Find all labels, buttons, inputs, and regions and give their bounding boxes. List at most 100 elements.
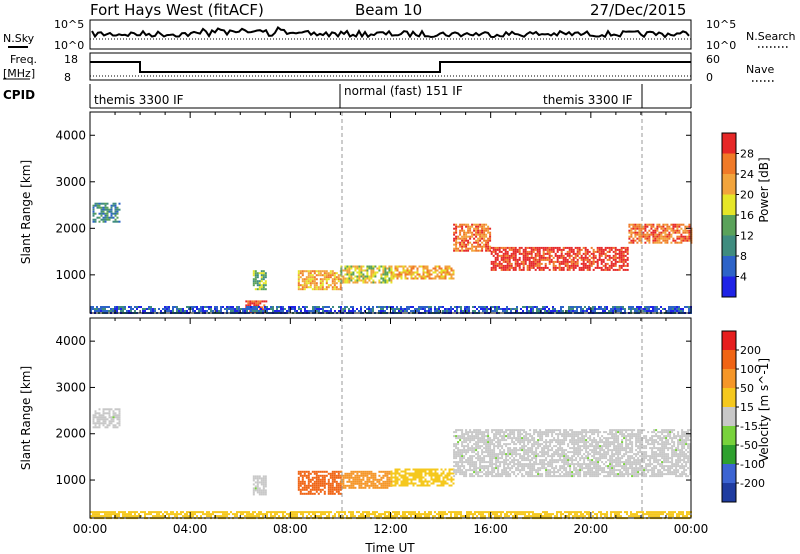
velocity-echo-cell: [356, 470, 359, 473]
velocity-echo-cell: [262, 481, 265, 484]
velocity-echo-cell: [323, 482, 326, 485]
velocity-echo-cell: [495, 429, 498, 432]
velocity-echo-cell: [487, 475, 490, 478]
velocity-echo-cell: [321, 482, 324, 485]
velocity-echo-cell: [374, 484, 377, 487]
power-echo-cell: [110, 206, 113, 209]
velocity-echo-cell: [599, 447, 602, 450]
velocity-echo-cell: [362, 472, 365, 475]
velocity-echo-cell: [96, 420, 99, 423]
power-echo-cell: [644, 223, 647, 226]
power-echo-cell: [392, 273, 395, 276]
power-echo-cell: [368, 265, 371, 268]
power-echo-cell: [313, 288, 316, 291]
velocity-echo-cell: [503, 453, 506, 456]
velocity-echo-cell: [625, 459, 628, 462]
velocity-echo-cell: [457, 461, 460, 464]
velocity-echo-cell: [621, 445, 624, 448]
velocity-echo-cell: [563, 439, 566, 442]
velocity-echo-cell: [585, 441, 588, 444]
power-echo-cell: [632, 306, 634, 308]
velocity-echo-cell: [467, 463, 470, 466]
velocity-echo-cell: [104, 422, 107, 425]
velocity-echo-cell: [559, 431, 562, 434]
power-echo-cell: [327, 274, 330, 277]
power-echo-cell: [120, 310, 122, 312]
velocity-echo-cell: [396, 470, 399, 473]
velocity-echo-cell: [497, 469, 500, 472]
velocity-echo-cell: [585, 443, 588, 446]
power-y-tick-label: 1000: [55, 268, 86, 282]
velocity-echo-cell: [541, 453, 544, 456]
power-echo-cell: [628, 306, 630, 308]
power-echo-cell: [518, 262, 521, 265]
velocity-echo-cell: [593, 467, 596, 470]
velocity-echo-cell: [428, 484, 431, 487]
power-echo-cell: [344, 269, 347, 272]
velocity-echo-cell: [545, 467, 548, 470]
power-echo-cell: [436, 265, 439, 268]
power-echo-cell: [178, 308, 180, 310]
power-echo-cell: [614, 246, 617, 249]
power-echo-cell: [485, 243, 488, 246]
power-echo-cell: [684, 229, 687, 232]
velocity-echo-cell: [453, 461, 456, 464]
velocity-echo-cell: [609, 443, 612, 446]
velocity-echo-cell: [607, 467, 610, 470]
velocity-echo-cell: [555, 465, 558, 468]
velocity-echo-cell: [579, 439, 582, 442]
power-echo-cell: [244, 308, 246, 310]
velocity-echo-cell: [453, 455, 456, 458]
power-echo-cell: [118, 306, 120, 308]
power-echo-cell: [331, 282, 334, 285]
velocity-echo-cell: [356, 480, 359, 483]
velocity-echo-cell: [533, 437, 536, 440]
power-echo-cell: [640, 231, 643, 234]
power-echo-cell: [442, 271, 445, 274]
velocity-echo-cell: [529, 465, 532, 468]
power-echo-cell: [552, 246, 555, 249]
power-echo-cell: [426, 271, 429, 274]
velocity-echo-cell: [485, 441, 488, 444]
power-echo-cell: [406, 271, 409, 274]
velocity-echo-cell: [587, 431, 590, 434]
velocity-echo-cell: [597, 465, 600, 468]
velocity-echo-cell: [463, 475, 466, 478]
velocity-echo-cell: [551, 447, 554, 450]
power-echo-cell: [216, 306, 218, 308]
power-echo-cell: [512, 254, 515, 257]
power-echo-cell: [264, 284, 267, 287]
velocity-echo-cell: [418, 476, 421, 479]
power-echo-cell: [664, 229, 667, 232]
power-echo-cell: [340, 281, 343, 284]
velocity-echo-cell: [358, 474, 361, 477]
velocity-echo-cell: [567, 457, 570, 460]
power-echo-cell: [520, 268, 523, 271]
power-echo-cell: [536, 262, 539, 265]
velocity-echo-cell: [453, 469, 456, 472]
power-echo-cell: [459, 245, 462, 248]
power-echo-cell: [260, 308, 262, 310]
velocity-echo-cell: [521, 475, 524, 478]
velocity-echo-cell: [629, 457, 632, 460]
power-echo-cell: [462, 310, 464, 312]
power-echo-cell: [492, 246, 495, 249]
velocity-echo-cell: [601, 471, 604, 474]
power-echo-cell: [370, 269, 373, 272]
power-echo-cell: [534, 246, 537, 249]
velocity-echo-cell: [597, 451, 600, 454]
power-echo-cell: [134, 306, 136, 308]
power-echo-cell: [628, 241, 631, 244]
power-echo-cell: [312, 306, 314, 308]
velocity-echo-cell: [473, 449, 476, 452]
power-echo-cell: [504, 256, 507, 259]
velocity-echo-cell: [459, 459, 462, 462]
power-echo-cell: [254, 282, 257, 285]
velocity-echo-cell: [607, 447, 610, 450]
power-echo-cell: [618, 308, 620, 310]
power-echo-cell: [614, 260, 617, 263]
velocity-echo-cell: [543, 465, 546, 468]
power-echo-cell: [580, 262, 583, 265]
velocity-echo-cell: [331, 484, 334, 487]
velocity-echo-cell: [416, 484, 419, 487]
